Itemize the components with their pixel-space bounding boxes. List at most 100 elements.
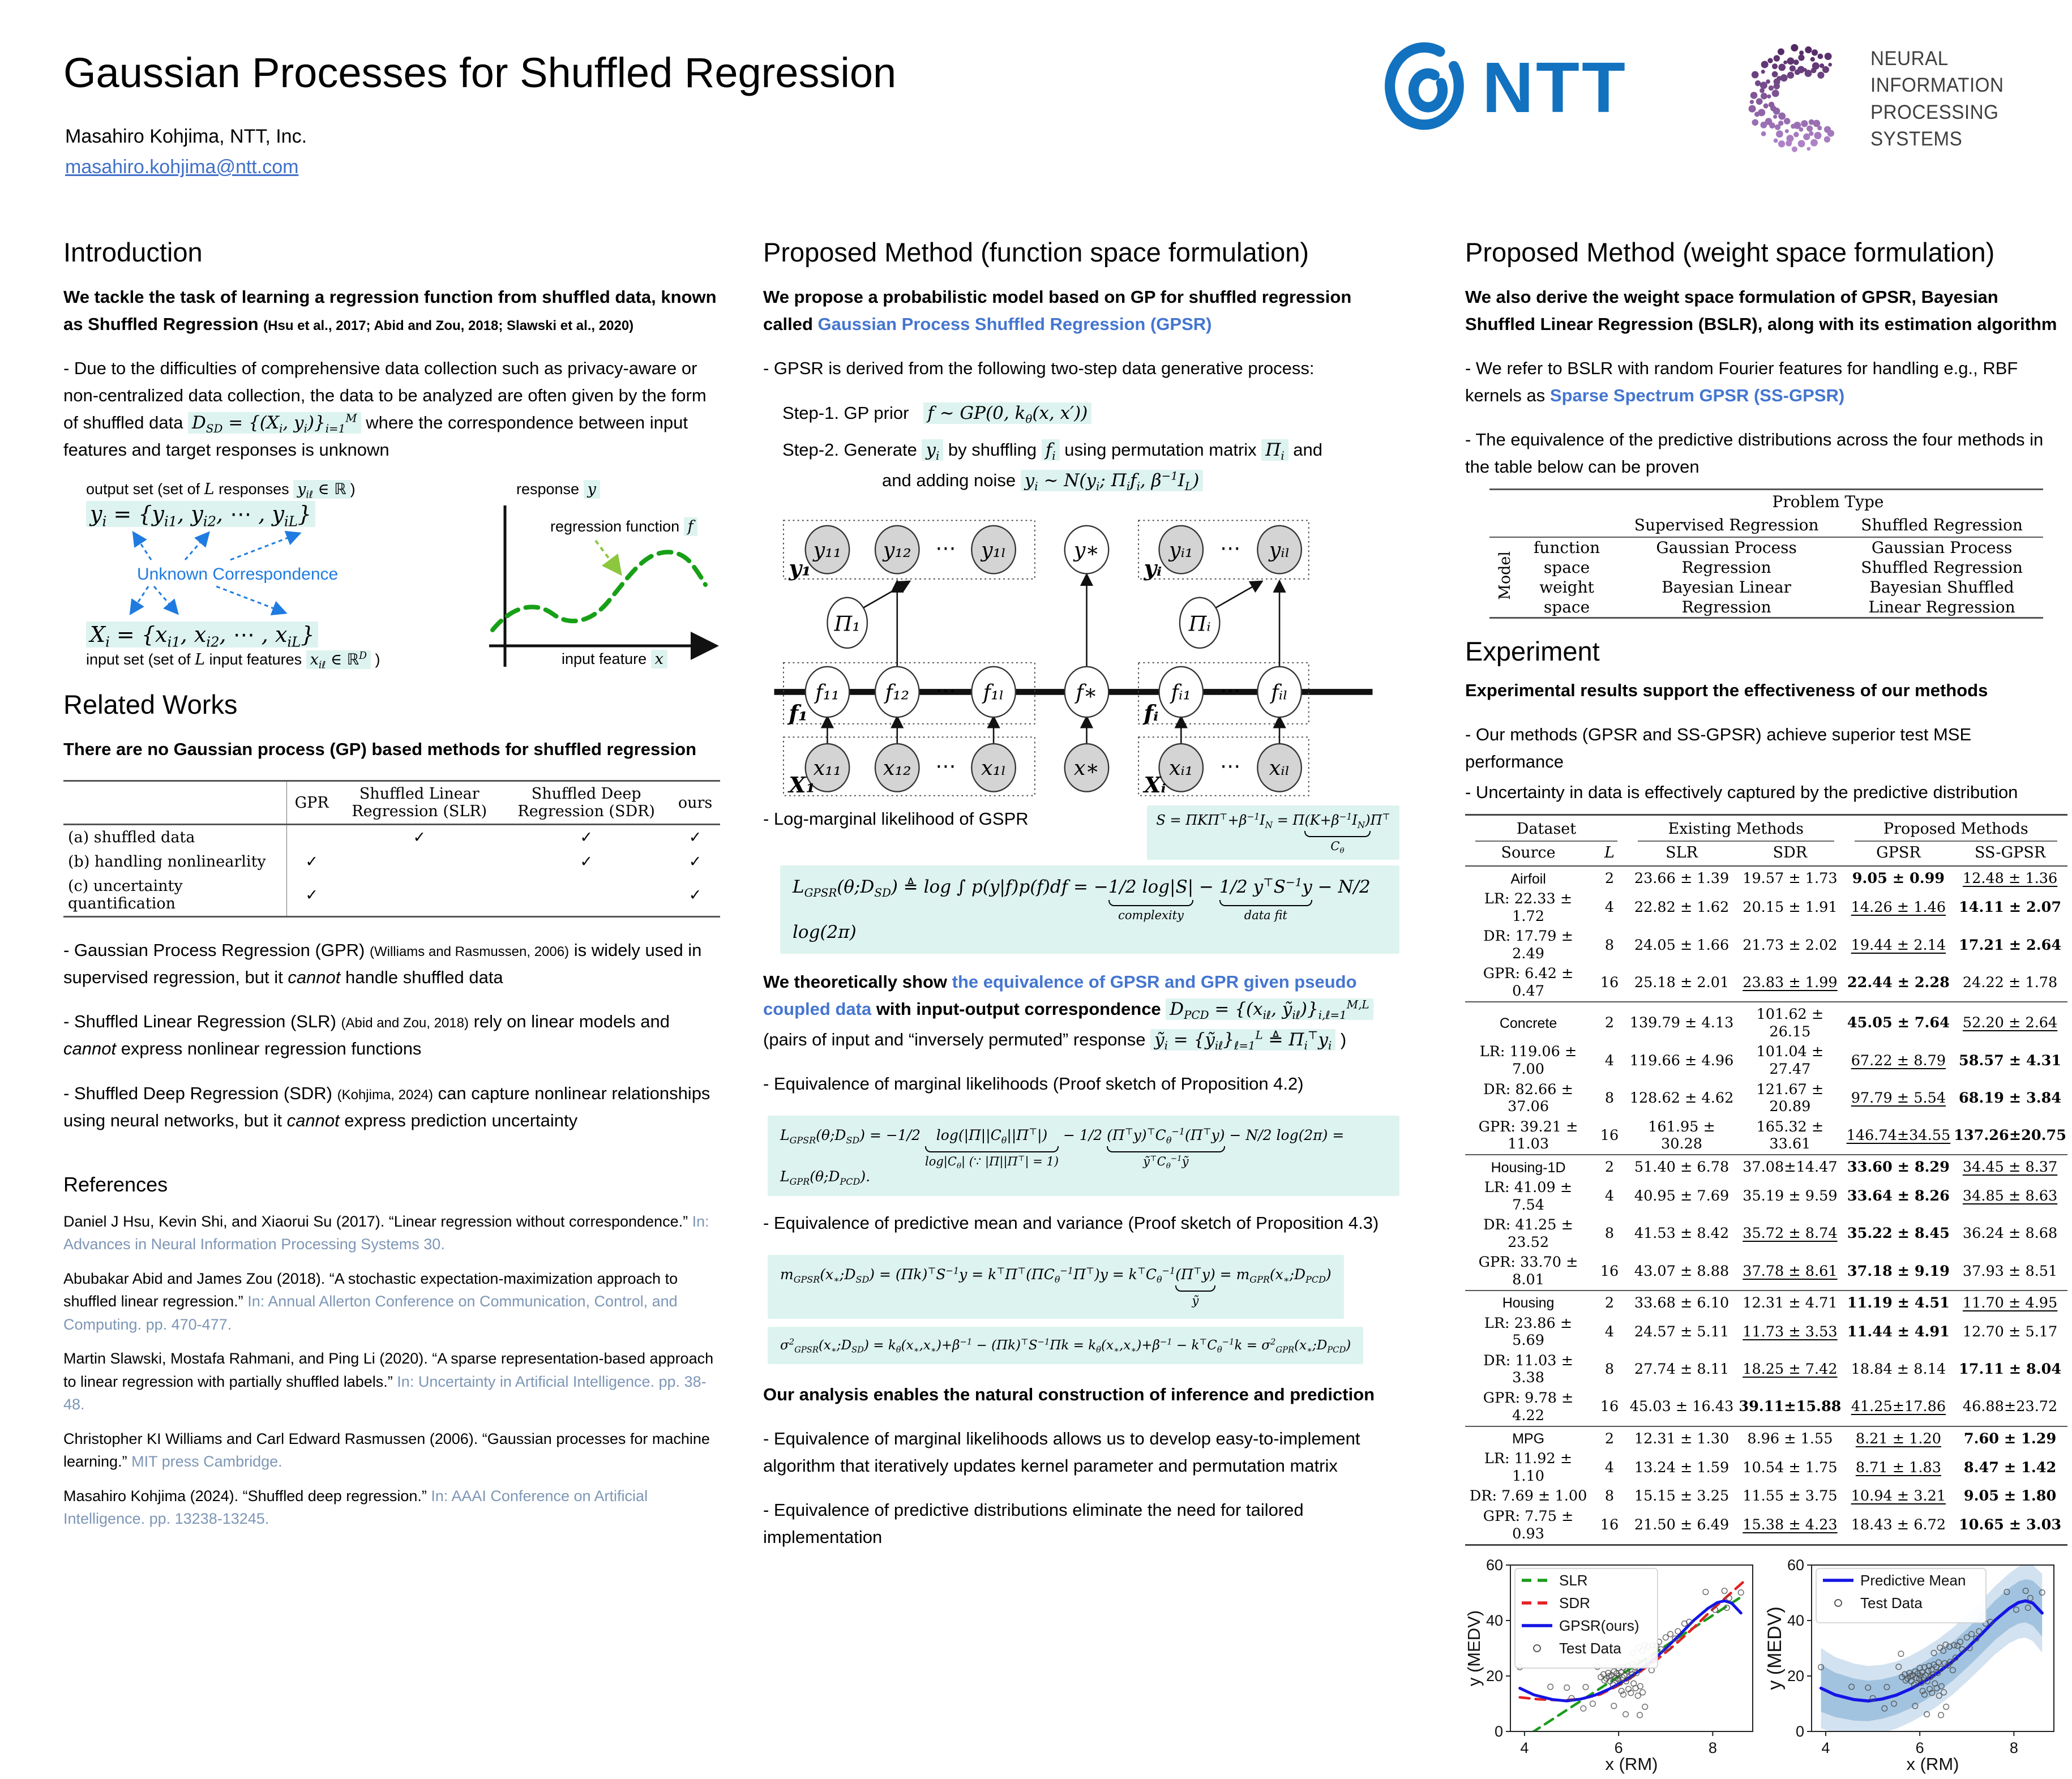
results-table-row: Housing 2 33.68 ± 6.10 12.31 ± 4.71 11.19 ± …: [1465, 1290, 2067, 1314]
regression-function-label: regression function f: [550, 517, 697, 537]
svg-text:f₁₁: f₁₁: [814, 680, 840, 704]
results-tbody: Airfoil 2 23.66 ± 1.39 19.57 ± 1.73 9.05 ± 0…: [1465, 865, 2067, 1545]
results-table-row: MPG 2 12.31 ± 1.30 8.96 ± 1.55 8.21 ± 1.20 7.…: [1465, 1425, 2067, 1449]
svg-text:⋯: ⋯: [935, 678, 956, 702]
analysis-bullet-1: - Equivalence of marginal likelihoods al…: [763, 1429, 1360, 1476]
results-table-row: LR: 41.09 ± 7.54 4 40.95 ± 7.69 35.19 ± 9.5…: [1484, 1178, 2058, 1214]
svg-text:fᵢ: fᵢ: [1142, 701, 1158, 726]
svg-text:x (RM): x (RM): [1907, 1754, 1959, 1774]
column-method-weight-space: Proposed Method (weight space formulatio…: [1465, 237, 2067, 1779]
svg-text:x₁ₗ: x₁ₗ: [981, 756, 1006, 780]
svg-text:X₁: X₁: [787, 773, 815, 797]
svg-text:0: 0: [1796, 1723, 1804, 1740]
svg-text:SLR: SLR: [1559, 1572, 1588, 1589]
svg-text:⋯: ⋯: [1220, 535, 1240, 560]
svg-text:xᵢ₁: xᵢ₁: [1169, 756, 1193, 780]
type-table-row: space Regression Linear Regression: [1489, 597, 2044, 618]
svg-text:Test Data: Test Data: [1559, 1640, 1621, 1657]
svg-text:y (MEDV): y (MEDV): [1465, 1610, 1484, 1686]
svg-text:yᵢ: yᵢ: [1143, 556, 1162, 581]
svg-text:f₁ₗ: f₁ₗ: [982, 680, 1004, 704]
experiment-lead: Experimental results support the effecti…: [1465, 680, 1988, 701]
shuffled-data-figure: output set (set of L responses yiℓ ∈ ℝ) …: [63, 480, 720, 670]
results-table-row: GPR: 6.42 ± 0.47 16 25.18 ± 2.01 23.83 ± 1.…: [1483, 965, 2058, 1000]
svg-text:60: 60: [1486, 1558, 1503, 1574]
analysis-lead: Our analysis enables the natural constru…: [763, 1384, 1375, 1405]
related-bullet-slr: - Shuffled Linear Regression (SLR) (Abid…: [63, 1011, 670, 1059]
correspondence-arrows-up-icon: [132, 531, 302, 561]
neurips-mark-icon: [1732, 29, 1868, 168]
svg-text:40: 40: [1787, 1612, 1804, 1629]
ntt-wordmark: NTT: [1482, 47, 1628, 127]
results-table-row: LR: 22.33 ± 1.72 4 22.82 ± 1.62 20.15 ± 1.9…: [1484, 890, 2062, 925]
step1-math: f ~ GP(0, kθ(x, x′)): [923, 402, 1092, 425]
step1-line: Step-1. GP prior f ~ GP(0, kθ(x, x′)): [782, 399, 1399, 428]
results-table-row: DR: 82.66 ± 37.06 8 128.62 ± 4.62 121.67 ± …: [1483, 1081, 2062, 1116]
svg-text:x (RM): x (RM): [1606, 1754, 1658, 1774]
column-introduction: Introduction We tackle the task of learn…: [63, 237, 720, 1542]
svg-text:yᵢ₁: yᵢ₁: [1168, 538, 1193, 562]
results-table-row: GPR: 33.70 ± 8.01 16 43.07 ± 8.88 37.78 ± 8…: [1478, 1254, 2058, 1288]
reference-item: Masahiro Kohjima (2024). “Shuffled deep …: [63, 1487, 648, 1528]
related-table-body: (a) shuffled data ✓ ✓ ✓ (b) handling nonline…: [63, 824, 720, 917]
results-table-row: DR: 41.25 ± 23.52 8 41.53 ± 8.42 35.72 ± 8.…: [1483, 1216, 2058, 1251]
related-bullet-gpr: - Gaussian Process Regression (GPR) (Wil…: [63, 940, 702, 988]
related-table-row: (b) handling nonlinearlity ✓ ✓ ✓: [63, 850, 720, 875]
output-set-label: output set (set of L responses yiℓ ∈ ℝ): [86, 480, 356, 501]
svg-text:x∗: x∗: [1074, 756, 1099, 780]
regression-curve-plot: [489, 505, 719, 667]
reference-item: Daniel J Hsu, Kevin Shi, and Xiaorui Su …: [63, 1212, 709, 1253]
svg-text:y₁₁: y₁₁: [812, 538, 842, 562]
response-axis-label: response y: [516, 480, 600, 499]
svg-text:f₁₂: f₁₂: [883, 680, 909, 704]
covariance-formula: S = ΠKΠ⊤+β−1IN = Π (K+β−1IN) Cθ Π⊤: [1147, 805, 1399, 860]
results-table-row: GPR: 7.75 ± 0.93 16 21.50 ± 6.49 15.38 ± 4.…: [1483, 1508, 2062, 1542]
svg-text:Test Data: Test Data: [1860, 1594, 1923, 1611]
page-title: Gaussian Processes for Shuffled Regressi…: [63, 49, 897, 96]
results-table-row: LR: 23.86 ± 5.69 4 24.57 ± 5.11 11.73 ± 3.5…: [1484, 1314, 2058, 1349]
experiment-bullet-1: - Our methods (GPSR and SS-GPSR) achieve…: [1465, 725, 1972, 772]
unknown-correspondence-label: Unknown Correspondence: [137, 565, 339, 584]
svg-text:Predictive Mean: Predictive Mean: [1860, 1572, 1966, 1589]
experiment-bullet-2: - Uncertainty in data is effectively cap…: [1465, 782, 2018, 803]
type-table-body: Model function Gaussian Process Gaussian Pr…: [1489, 537, 2044, 618]
input-set-formula: Xi = {xi1, xi2, ⋯ , xiL}: [86, 621, 468, 649]
svg-text:60: 60: [1787, 1558, 1804, 1574]
svg-text:f₁: f₁: [787, 701, 808, 726]
author-line: Masahiro Kohjima, NTT, Inc.: [65, 126, 307, 147]
neurips-logo: NEURAL INFORMATION PROCESSING SYSTEMS: [1732, 29, 2072, 168]
method-fn-lead: We propose a probabilistic model based o…: [763, 287, 1352, 335]
related-table-row: (c) uncertainty quantification ✓ ✓: [63, 874, 720, 917]
svg-text:Xᵢ: Xᵢ: [1142, 773, 1166, 797]
results-table-row: GPR: 39.21 ± 11.03 16 161.95 ± 30.28 165.32…: [1478, 1118, 2066, 1153]
related-works-table: GPR Shuffled Linear Regression (SLR) Shuf…: [63, 780, 720, 918]
results-table-row: Concrete 2 139.79 ± 4.13 101.62 ± 26.15 45.0…: [1465, 1001, 2067, 1042]
svg-text:8: 8: [2010, 1739, 2018, 1756]
equivalence-claim-1: We theoretically show the equivalence of…: [763, 968, 1399, 1023]
ntt-loop-icon: [1381, 41, 1472, 134]
section-heading-related-works: Related Works: [63, 689, 238, 720]
svg-text:y₁: y₁: [788, 556, 811, 581]
reference-item: Christopher KI Williams and Carl Edward …: [63, 1430, 710, 1471]
svg-text:40: 40: [1486, 1612, 1503, 1629]
email-link[interactable]: masahiro.kohjima@ntt.com: [65, 156, 299, 178]
intro-paragraph: - Due to the difficulties of comprehensi…: [63, 358, 707, 460]
reference-item: Martin Slawski, Mostafa Rahmani, and Pin…: [63, 1350, 714, 1413]
prop43-variance-formula: σ2GPSR(x∗;DSD) = kθ(x∗,x∗)+β−1 − (Πk)⊤S−…: [768, 1327, 1364, 1365]
svg-text:SDR: SDR: [1559, 1594, 1590, 1611]
svg-text:Πᵢ: Πᵢ: [1188, 611, 1211, 636]
svg-text:⋯: ⋯: [1220, 678, 1240, 702]
svg-text:fᵢ₁: fᵢ₁: [1170, 680, 1191, 704]
loglik-label: - Log-marginal likelihood of GSPR: [763, 808, 1029, 829]
prop43-mean-formula: mGPSR(x∗;DSD) = (Πk)⊤S−1y = k⊤Π⊤(ΠCθ−1Π⊤…: [768, 1255, 1344, 1319]
svg-text:x₁₁: x₁₁: [814, 756, 842, 780]
results-table-row: LR: 119.06 ± 7.00 4 119.66 ± 4.96 101.04 ± …: [1479, 1043, 2062, 1078]
related-lead: There are no Gaussian process (GP) based…: [63, 739, 697, 760]
svg-text:4: 4: [1821, 1739, 1830, 1756]
svg-text:0: 0: [1495, 1723, 1503, 1740]
svg-text:20: 20: [1486, 1667, 1503, 1684]
svg-text:⋯: ⋯: [935, 754, 956, 778]
neurips-logo-text: NEURAL INFORMATION PROCESSING SYSTEMS: [1870, 48, 2004, 150]
